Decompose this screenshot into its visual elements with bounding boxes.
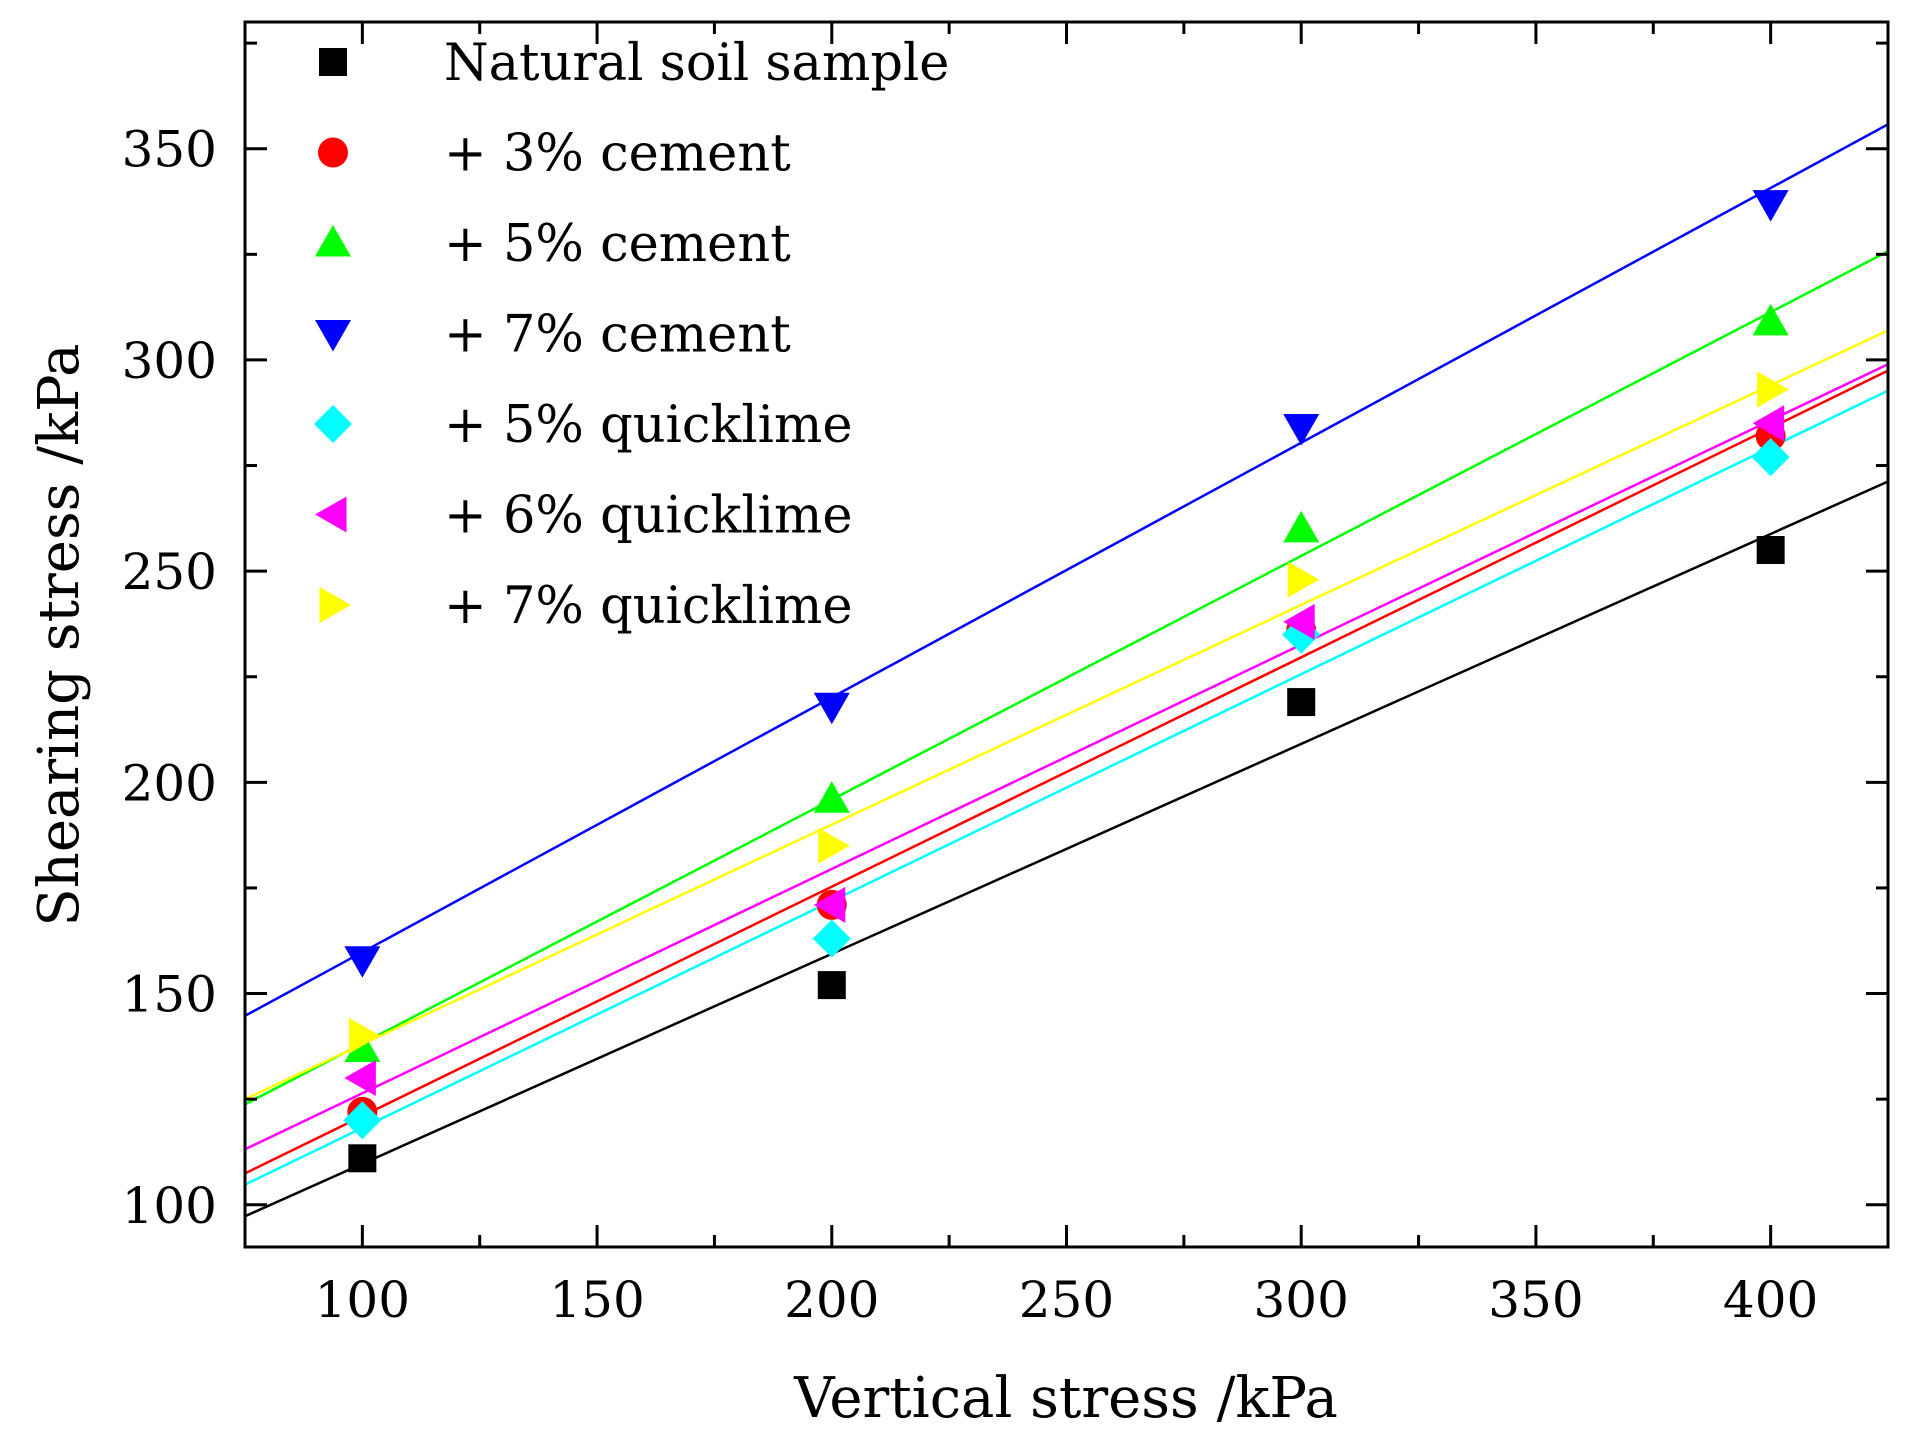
fit-lines [245,123,1888,1218]
x-tick-label: 400 [1723,1271,1818,1329]
data-point-series-7-x100 [348,1017,381,1054]
x-tick-label: 150 [549,1271,644,1329]
data-point-series-5-x200 [812,919,851,958]
legend: Natural soil sample + 3% cement + 5% cemen… [314,34,949,636]
y-tick-label: 350 [122,121,217,179]
x-axis-title: Vertical stress /kPa [793,1366,1338,1431]
fit-line-series-4 [245,123,1888,1017]
legend-label-series-6: + 6% quicklime [444,487,853,546]
data-point-series-3-x300 [1283,510,1320,543]
data-point-series-3-x100 [344,1030,381,1062]
legend-label-series-1: Natural soil sample [444,34,949,93]
legend-marker-series-2 [318,137,348,168]
data-point-series-6-x300 [1283,603,1315,640]
legend-label-series-4: + 7% cement [444,306,791,365]
legend-label-series-3: + 5% cement [444,215,791,274]
data-point-series-7-x400 [1757,371,1789,408]
y-axis-title: Shearing stress /kPa [27,343,92,926]
data-point-series-5-x100 [343,1101,382,1140]
data-point-series-1-x300 [1287,688,1316,717]
legend-marker-series-7 [319,587,351,623]
fit-line-series-2 [245,369,1888,1175]
y-tick-label: 100 [122,1177,217,1235]
data-markers [343,190,1790,1173]
x-tick-label: 100 [315,1271,410,1329]
data-point-series-6-x400 [1752,405,1785,442]
x-tick-label: 350 [1488,1271,1583,1329]
data-point-series-1-x400 [1756,536,1785,565]
data-point-series-1-x100 [348,1144,377,1173]
x-tick-label: 200 [784,1271,879,1329]
fit-line-series-3 [245,250,1888,1106]
data-point-series-4-x200 [813,692,850,725]
y-tick-label: 250 [122,543,217,601]
legend-label-series-2: + 3% cement [444,125,791,184]
x-tick-label: 250 [1019,1271,1114,1329]
fit-line-series-1 [245,480,1888,1218]
x-tick-label: 300 [1253,1271,1348,1329]
y-tick-label: 300 [122,332,217,390]
y-tick-label: 200 [122,754,217,812]
legend-marker-series-5 [314,405,352,443]
legend-label-series-5: + 5% quicklime [444,396,853,455]
data-point-series-4-x300 [1283,414,1320,446]
fit-line-series-7 [245,329,1888,1101]
data-point-series-3-x400 [1752,303,1789,336]
data-point-series-3-x200 [813,781,850,813]
data-point-series-7-x300 [1287,561,1320,598]
data-point-series-6-x100 [344,1060,376,1097]
y-tick-label: 150 [122,966,217,1024]
legend-label-series-7: + 7% quicklime [444,577,853,636]
legend-marker-series-3 [315,225,351,257]
data-point-series-7-x200 [818,827,850,864]
fit-line-series-5 [245,389,1888,1186]
ticks [245,22,1888,1247]
data-point-series-4-x100 [344,946,381,978]
legend-marker-series-6 [315,496,347,533]
data-point-series-4-x400 [1752,190,1789,222]
data-point-series-1-x200 [817,971,846,1000]
legend-marker-series-4 [315,320,351,352]
fit-line-series-6 [245,363,1888,1151]
tick-labels: 100 150 200 250 300 350 400 100 150 200 250 300 350 [122,121,1819,1329]
data-point-series-6-x200 [813,886,846,923]
legend-marker-series-1 [319,48,347,76]
data-point-series-5-x400 [1751,438,1790,477]
